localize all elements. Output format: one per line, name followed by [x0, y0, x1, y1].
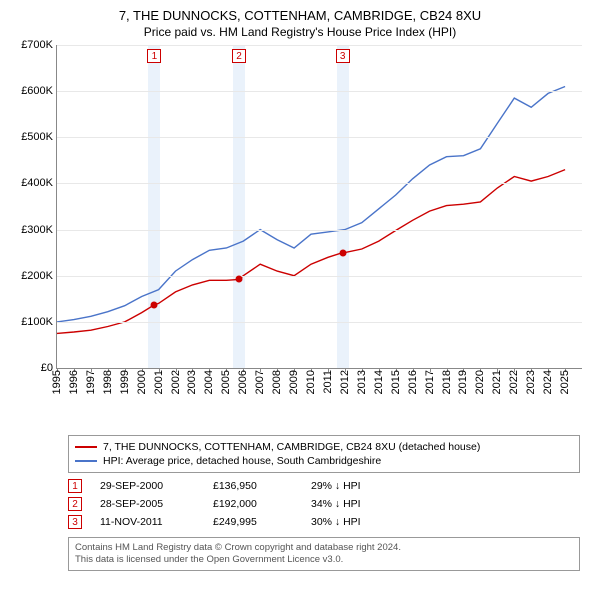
chart-wrap: £0£100K£200K£300K£400K£500K£600K£700K199… — [56, 45, 582, 395]
sale-date: 29-SEP-2000 — [100, 480, 195, 492]
sale-marker-box: 2 — [68, 497, 82, 511]
y-tick-label: £700K — [21, 39, 53, 51]
legend-row-property: 7, THE DUNNOCKS, COTTENHAM, CAMBRIDGE, C… — [75, 440, 573, 454]
sale-pct: 29% ↓ HPI — [311, 480, 401, 492]
x-tick-label: 2022 — [508, 370, 520, 394]
plot-area: £0£100K£200K£300K£400K£500K£600K£700K199… — [56, 45, 582, 369]
legend-swatch-property — [75, 446, 97, 448]
legend-label-property: 7, THE DUNNOCKS, COTTENHAM, CAMBRIDGE, C… — [103, 441, 480, 453]
title-address: 7, THE DUNNOCKS, COTTENHAM, CAMBRIDGE, C… — [10, 8, 590, 23]
y-tick-label: £500K — [21, 131, 53, 143]
sale-price: £192,000 — [213, 498, 293, 510]
x-tick-label: 2010 — [305, 370, 317, 394]
gridline-h — [57, 322, 582, 323]
sale-marker-label: 3 — [336, 49, 350, 63]
x-tick-label: 2019 — [457, 370, 469, 394]
sale-dot — [339, 249, 346, 256]
x-tick-label: 2005 — [220, 370, 232, 394]
footer-line2: This data is licensed under the Open Gov… — [75, 554, 573, 566]
x-tick-label: 2008 — [271, 370, 283, 394]
sale-row: 2 28-SEP-2005 £192,000 34% ↓ HPI — [68, 495, 580, 513]
x-tick-label: 2013 — [356, 370, 368, 394]
x-tick-label: 2012 — [339, 370, 351, 394]
y-tick-label: £100K — [21, 316, 53, 328]
x-tick-label: 2006 — [237, 370, 249, 394]
x-tick-label: 2021 — [491, 370, 503, 394]
x-tick-label: 1999 — [119, 370, 131, 394]
x-tick-label: 2001 — [153, 370, 165, 394]
sale-marker-box: 1 — [68, 479, 82, 493]
sale-marker-label: 2 — [232, 49, 246, 63]
x-tick-label: 2020 — [474, 370, 486, 394]
sale-price: £136,950 — [213, 480, 293, 492]
x-tick-label: 2003 — [186, 370, 198, 394]
footer-line1: Contains HM Land Registry data © Crown c… — [75, 542, 573, 554]
sale-marker-label: 1 — [147, 49, 161, 63]
legend-label-hpi: HPI: Average price, detached house, Sout… — [103, 455, 381, 467]
y-tick-label: £200K — [21, 270, 53, 282]
sale-pct: 30% ↓ HPI — [311, 516, 401, 528]
sales-list: 1 29-SEP-2000 £136,950 29% ↓ HPI 2 28-SE… — [68, 477, 580, 531]
x-tick-label: 2023 — [525, 370, 537, 394]
legend-box: 7, THE DUNNOCKS, COTTENHAM, CAMBRIDGE, C… — [68, 435, 580, 473]
title-subtitle: Price paid vs. HM Land Registry's House … — [10, 25, 590, 39]
x-tick-label: 2017 — [424, 370, 436, 394]
series-line-property — [57, 170, 565, 334]
gridline-h — [57, 276, 582, 277]
x-tick-label: 2009 — [288, 370, 300, 394]
chart-container: 7, THE DUNNOCKS, COTTENHAM, CAMBRIDGE, C… — [0, 0, 600, 590]
sale-date: 28-SEP-2005 — [100, 498, 195, 510]
sale-dot — [236, 276, 243, 283]
gridline-h — [57, 230, 582, 231]
gridline-h — [57, 91, 582, 92]
line-svg — [57, 45, 582, 368]
x-tick-label: 2015 — [390, 370, 402, 394]
x-tick-label: 2016 — [407, 370, 419, 394]
x-tick-label: 2024 — [542, 370, 554, 394]
x-tick-label: 2014 — [373, 370, 385, 394]
x-tick-label: 2011 — [322, 370, 334, 394]
series-line-hpi — [57, 87, 565, 322]
title-block: 7, THE DUNNOCKS, COTTENHAM, CAMBRIDGE, C… — [10, 8, 590, 39]
x-tick-label: 1998 — [102, 370, 114, 394]
legend-row-hpi: HPI: Average price, detached house, Sout… — [75, 454, 573, 468]
y-tick-label: £600K — [21, 85, 53, 97]
x-tick-label: 1997 — [85, 370, 97, 394]
x-tick-label: 2007 — [254, 370, 266, 394]
sale-row: 1 29-SEP-2000 £136,950 29% ↓ HPI — [68, 477, 580, 495]
footer-note: Contains HM Land Registry data © Crown c… — [68, 537, 580, 571]
x-tick-label: 2004 — [203, 370, 215, 394]
sale-date: 11-NOV-2011 — [100, 516, 195, 528]
sale-dot — [151, 301, 158, 308]
x-tick-label: 2018 — [441, 370, 453, 394]
y-tick-label: £300K — [21, 224, 53, 236]
gridline-h — [57, 45, 582, 46]
y-tick-label: £400K — [21, 177, 53, 189]
x-tick-label: 2002 — [170, 370, 182, 394]
legend-swatch-hpi — [75, 460, 97, 462]
sale-marker-box: 3 — [68, 515, 82, 529]
x-tick-label: 2025 — [559, 370, 571, 394]
x-tick-label: 2000 — [136, 370, 148, 394]
sale-pct: 34% ↓ HPI — [311, 498, 401, 510]
gridline-h — [57, 137, 582, 138]
x-tick-label: 1996 — [68, 370, 80, 394]
gridline-h — [57, 183, 582, 184]
sale-price: £249,995 — [213, 516, 293, 528]
x-tick-label: 1995 — [51, 370, 63, 394]
sale-row: 3 11-NOV-2011 £249,995 30% ↓ HPI — [68, 513, 580, 531]
